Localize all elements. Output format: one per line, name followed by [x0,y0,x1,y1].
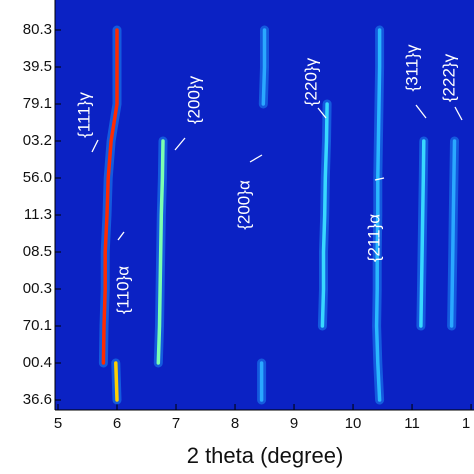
annotation: {200}α [234,180,253,230]
peak-line [419,139,426,328]
annotation: {111}γ [74,92,93,138]
annotation-arrow [454,106,463,121]
x-tick-label: 6 [113,415,121,432]
x-tick-label: 11 [404,415,420,432]
y-tick-label: 80.3 [23,21,52,38]
annotation-arrow [249,154,263,163]
y-tick-label: 11.3 [24,206,52,223]
peak-line [114,361,119,402]
annotation: {110}α [113,266,132,314]
x-tick-label: 1 [462,415,470,432]
peak-line [101,28,119,365]
annotation-arrow [317,107,327,119]
y-tick-label: 03.2 [23,132,52,149]
annotation-arrow [174,137,186,151]
annotation: {311}γ [402,44,421,91]
y-tick-label: 00.3 [23,280,52,297]
peak-line [374,28,382,402]
y-tick-label: 79.1 [23,95,52,112]
peak-line [259,28,267,402]
annotation-arrow [415,104,427,119]
y-tick-label: 00.4 [23,354,52,371]
annotation: {222}γ [439,53,458,102]
peak-line [156,139,165,365]
x-tick-label: 8 [231,415,239,432]
y-tick-label: 08.5 [23,243,52,260]
y-tick-label: 36.6 [23,391,52,408]
annotation: {211}α [364,214,383,262]
peak-line [320,102,329,328]
annotation: {200}γ [184,75,203,124]
x-tick-label: 10 [345,415,362,432]
x-axis-title: 2 theta (degree) [187,443,344,468]
annotation-arrow [374,177,385,181]
annotation-arrow [91,139,99,153]
x-tick-label: 7 [172,415,180,432]
x-tick-label: 5 [54,415,62,432]
annotation-arrow [117,231,125,241]
annotation: {220}γ [301,57,320,106]
y-tick-label: 56.0 [23,169,52,186]
y-tick-label: 39.5 [23,58,52,75]
peak-line [449,139,457,328]
x-tick-label: 9 [290,415,298,432]
y-tick-label: 70.1 [23,317,52,334]
